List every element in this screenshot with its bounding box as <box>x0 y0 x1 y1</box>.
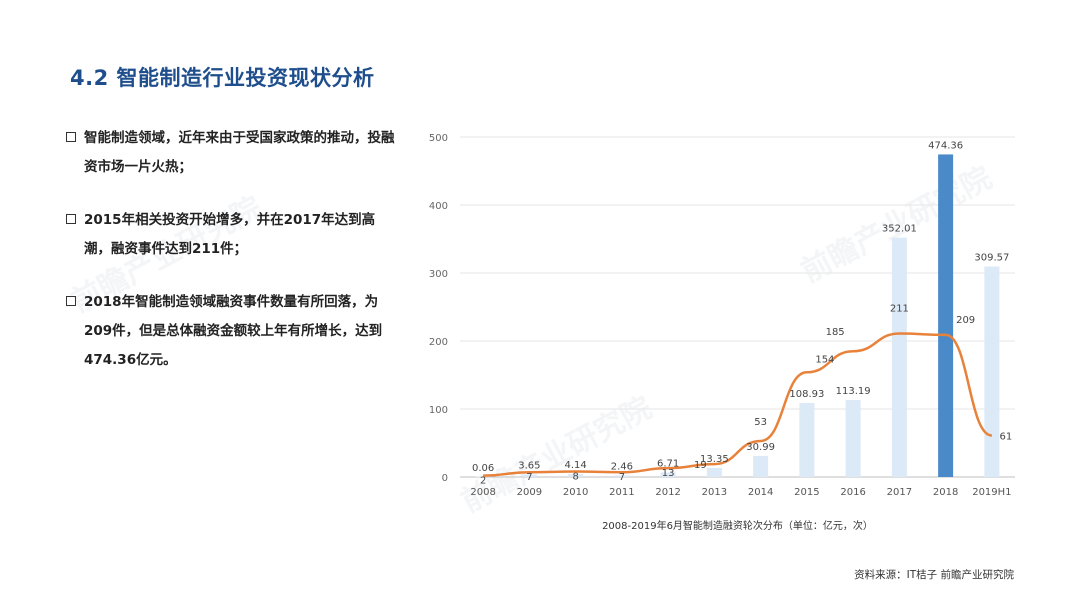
bullet-text: 智能制造领域，近年来由于受国家政策的推动，投融资市场一片火热； <box>84 130 395 175</box>
line-value-label: 185 <box>826 327 845 338</box>
y-tick-label: 500 <box>429 133 448 144</box>
line-value-label: 13 <box>662 468 675 479</box>
bar <box>614 475 630 477</box>
line-value-label: 19 <box>694 460 707 471</box>
y-tick-label: 200 <box>429 337 448 348</box>
line-value-label: 61 <box>1000 432 1013 443</box>
bar <box>706 467 722 477</box>
x-tick-label: 2014 <box>748 487 773 498</box>
checkbox-square-icon <box>66 214 76 224</box>
x-tick-label: 2019H1 <box>972 487 1011 498</box>
bar <box>521 474 537 477</box>
line-value-label: 211 <box>890 304 909 315</box>
bar-value-label: 352.01 <box>882 224 917 235</box>
bullet-text: 2015年相关投资开始增多，并在2017年达到高潮，融资事件达到211件； <box>84 212 376 257</box>
bar <box>938 154 954 478</box>
chart-title: 2008-2019年6月智能制造融资轮次分布（单位：亿元，次） <box>602 519 873 532</box>
x-tick-label: 2011 <box>609 487 634 498</box>
x-tick-label: 2008 <box>470 487 495 498</box>
x-tick-label: 2016 <box>840 487 865 498</box>
line-value-label: 2 <box>480 476 486 487</box>
x-tick-label: 2017 <box>887 487 912 498</box>
source-note: 资料来源：IT桔子 前瞻产业研究院 <box>854 569 1014 581</box>
line-value-label: 7 <box>619 472 625 483</box>
x-tick-label: 2010 <box>563 487 588 498</box>
bar <box>984 266 1000 477</box>
page-title: 4.2 智能制造行业投资现状分析 <box>70 66 375 90</box>
line-value-label: 8 <box>572 472 578 483</box>
bar <box>660 472 676 477</box>
x-tick-label: 2015 <box>794 487 819 498</box>
bar-value-label: 6.71 <box>657 458 679 469</box>
bar-value-label: 2.46 <box>611 461 633 472</box>
line-value-label: 209 <box>956 315 975 326</box>
bar-value-label: 0.06 <box>472 463 494 474</box>
x-tick-label: 2013 <box>702 487 727 498</box>
y-tick-label: 100 <box>429 405 448 416</box>
bar <box>799 402 815 477</box>
y-tick-label: 400 <box>429 201 448 212</box>
x-tick-label: 2012 <box>655 487 680 498</box>
x-tick-label: 2018 <box>933 487 958 498</box>
chart: 0 100 200 300 400 500 2008 2009 2010 2011 2012 2013… <box>420 120 1040 550</box>
line-value-label: 154 <box>815 354 834 365</box>
bullet-item: 2018年智能制造领域融资事件数量有所回落，为209件，但是总体融资金额较上年有… <box>66 288 396 375</box>
chart-svg: 0 100 200 300 400 500 2008 2009 2010 2011 2012 2013… <box>429 133 1015 532</box>
bar-value-label: 3.65 <box>518 461 540 472</box>
bar <box>753 455 769 477</box>
bar-value-label: 309.57 <box>974 252 1009 263</box>
x-tick-label: 2009 <box>517 487 542 498</box>
bullet-list: 智能制造领域，近年来由于受国家政策的推动，投融资市场一片火热； 2015年相关投… <box>66 124 396 399</box>
bar-value-label: 474.36 <box>928 140 963 151</box>
checkbox-square-icon <box>66 132 76 142</box>
bar-value-label: 30.99 <box>746 442 775 453</box>
bar <box>568 474 584 477</box>
bar-value-label: 4.14 <box>564 460 586 471</box>
y-tick-label: 300 <box>429 269 448 280</box>
bullet-item: 2015年相关投资开始增多，并在2017年达到高潮，融资事件达到211件； <box>66 206 396 264</box>
bar <box>891 237 907 477</box>
y-tick-label: 0 <box>442 473 448 484</box>
series-line <box>483 332 993 477</box>
bullet-item: 智能制造领域，近年来由于受国家政策的推动，投融资市场一片火热； <box>66 124 396 182</box>
bar-value-label: 108.93 <box>789 389 824 400</box>
checkbox-square-icon <box>66 296 76 306</box>
bar-value-label: 113.19 <box>836 386 871 397</box>
line-value-label: 7 <box>526 472 532 483</box>
bar-value-label: 13.35 <box>700 454 729 465</box>
bar <box>845 400 861 477</box>
bullet-text: 2018年智能制造领域融资事件数量有所回落，为209件，但是总体融资金额较上年有… <box>84 294 383 368</box>
line-value-label: 53 <box>754 417 767 428</box>
